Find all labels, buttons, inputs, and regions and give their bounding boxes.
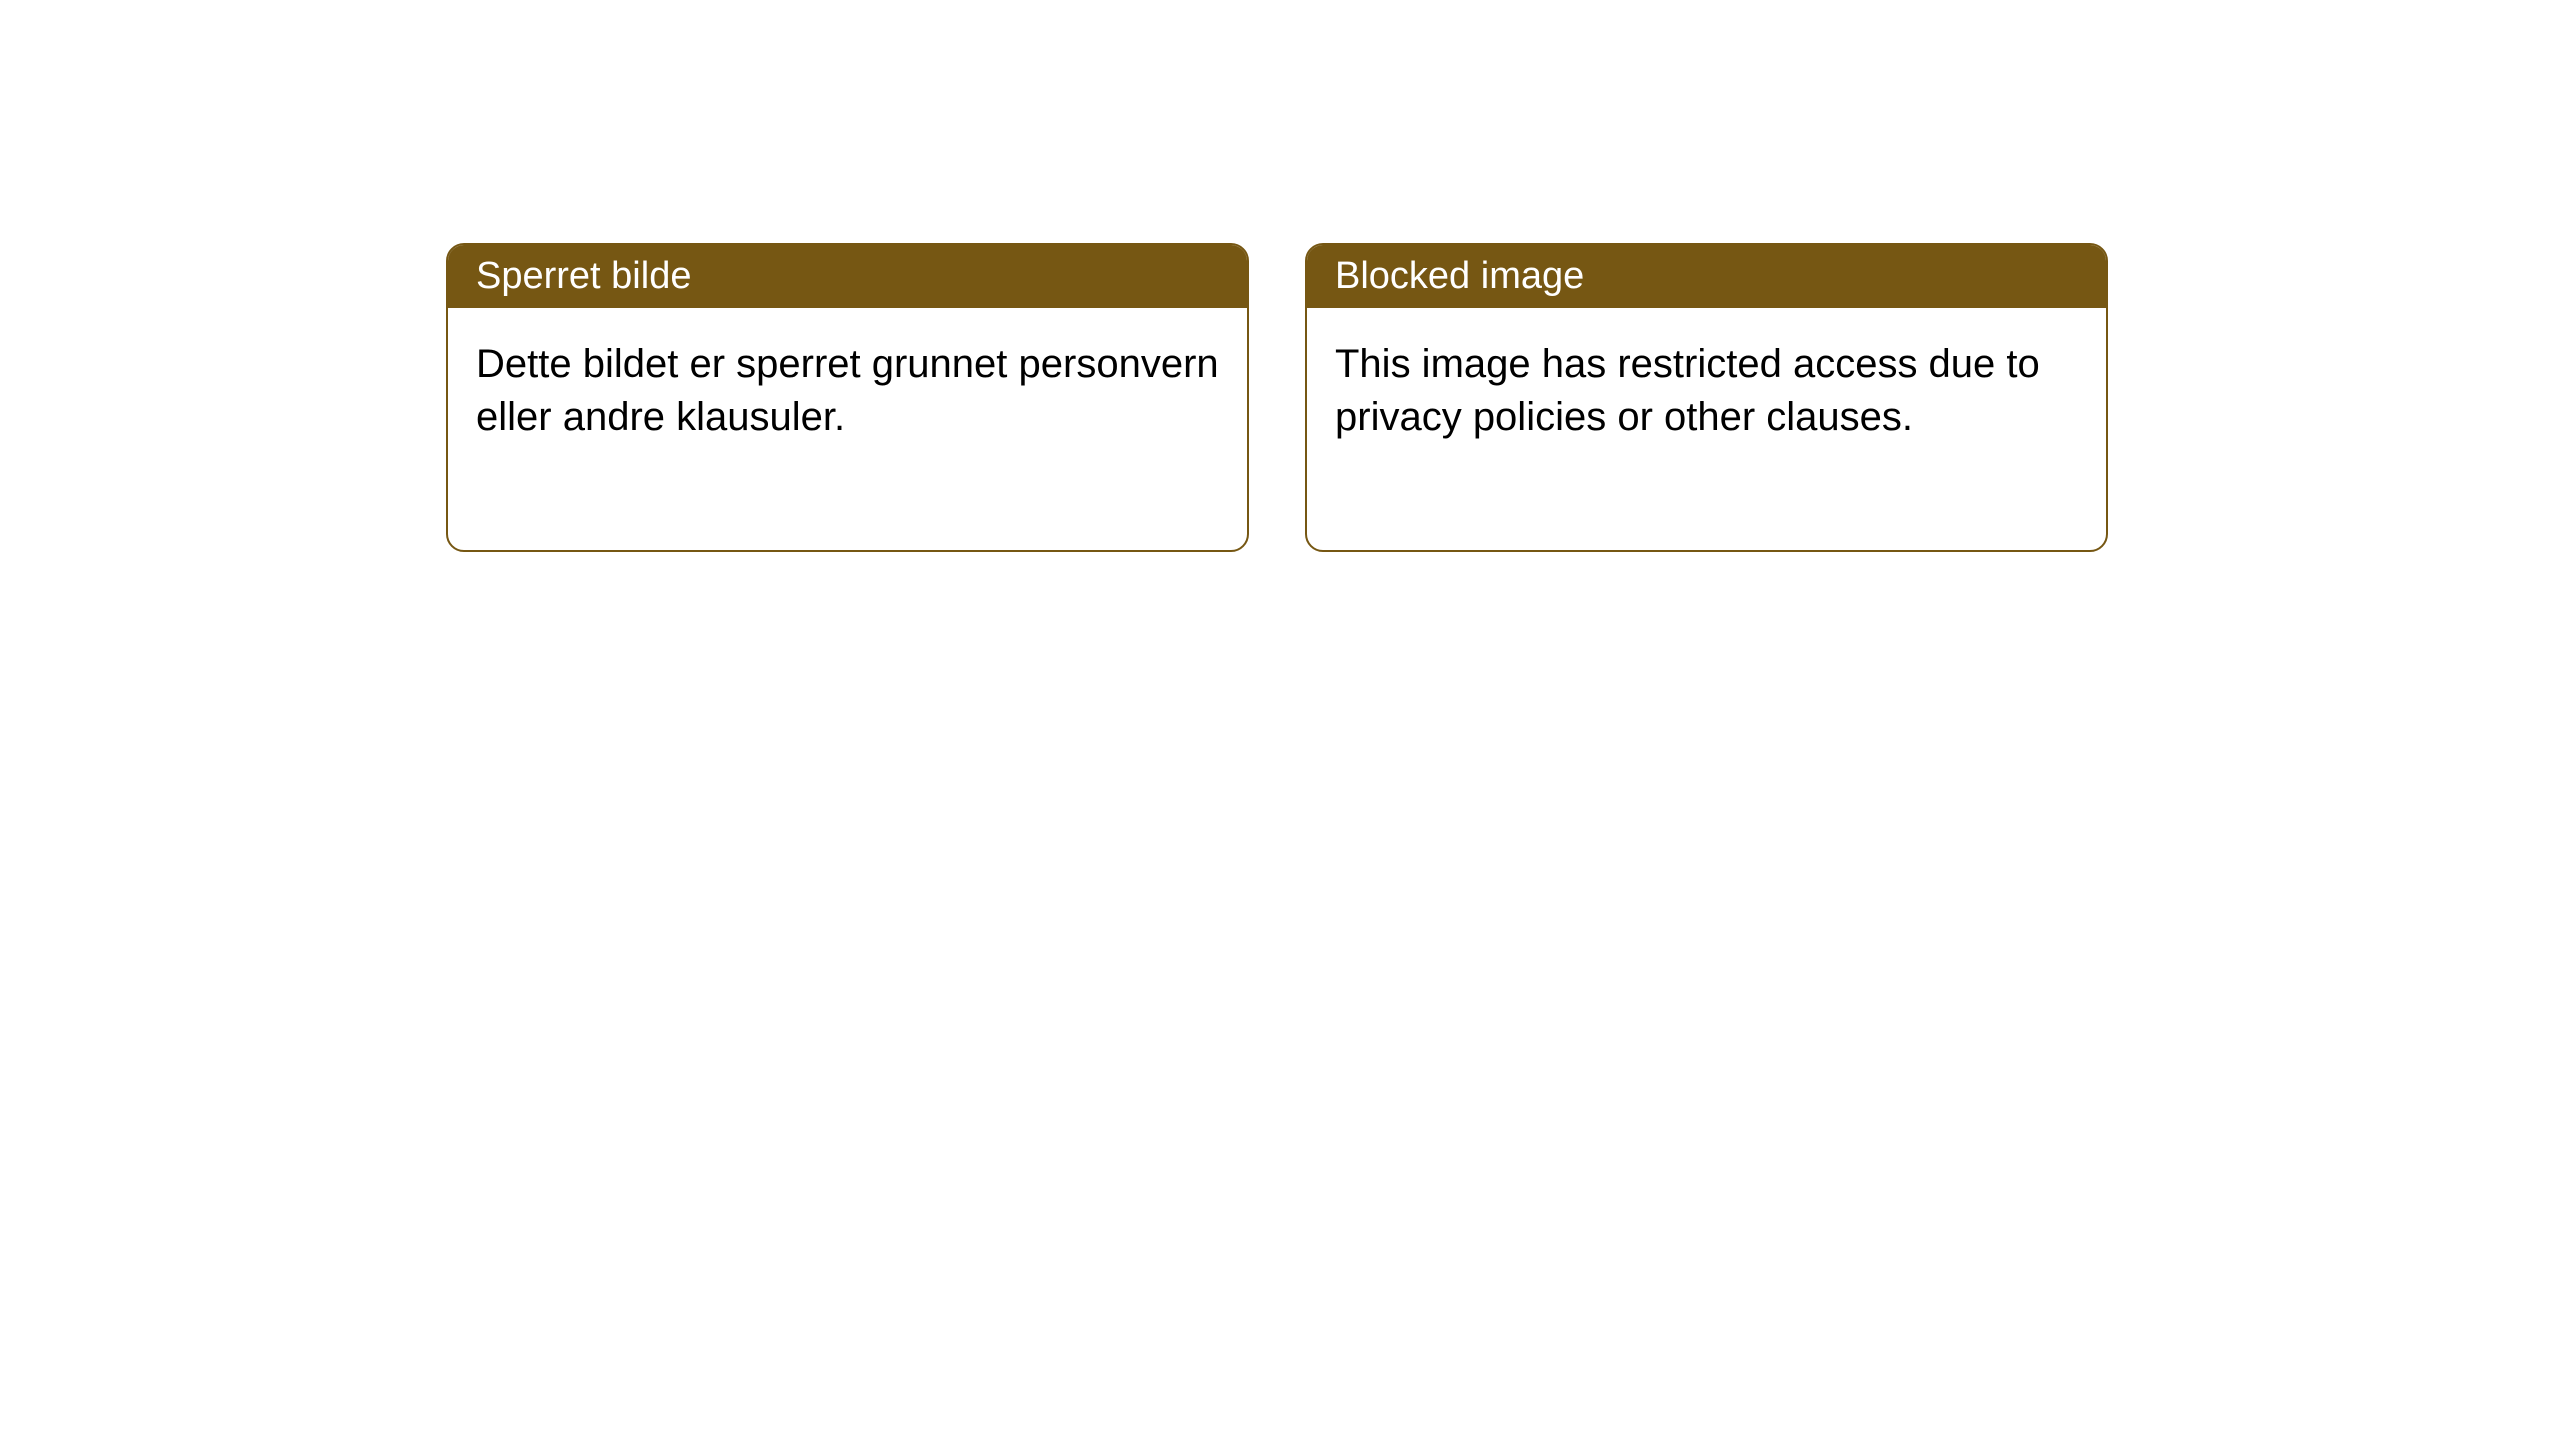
notice-header-english: Blocked image: [1307, 245, 2106, 308]
notice-header-norwegian: Sperret bilde: [448, 245, 1247, 308]
notice-body-english: This image has restricted access due to …: [1307, 308, 2106, 550]
notice-text-english: This image has restricted access due to …: [1335, 342, 2040, 439]
notice-title-english: Blocked image: [1335, 255, 1584, 297]
notice-container: Sperret bilde Dette bildet er sperret gr…: [0, 0, 2560, 552]
notice-title-norwegian: Sperret bilde: [476, 255, 691, 297]
notice-text-norwegian: Dette bildet er sperret grunnet personve…: [476, 342, 1219, 439]
notice-card-norwegian: Sperret bilde Dette bildet er sperret gr…: [446, 243, 1249, 552]
notice-body-norwegian: Dette bildet er sperret grunnet personve…: [448, 308, 1247, 550]
notice-card-english: Blocked image This image has restricted …: [1305, 243, 2108, 552]
